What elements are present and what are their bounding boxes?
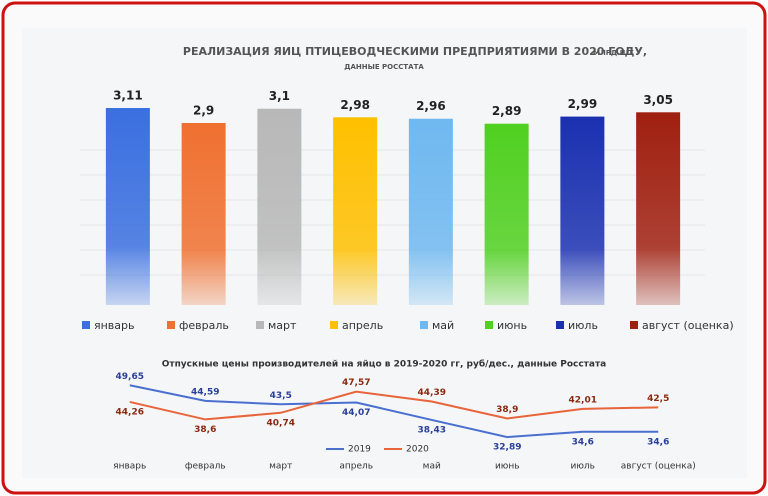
bar [636,112,681,305]
bar [333,117,378,305]
bar [408,118,453,305]
legend-label: июль [568,319,598,332]
bar-unit: МЛРД.ШТ [593,49,633,57]
value-label: 2,98 [340,98,370,112]
legend-label: 2019 [348,445,371,455]
x-tick-label: январь [113,462,146,472]
legend-label: 2020 [406,445,429,455]
legend-swatch [256,321,264,329]
value-label: 44,59 [191,387,219,397]
value-label: 2,9 [193,104,214,118]
x-tick-label: июль [571,462,595,472]
legend-label: август (оценка) [642,319,734,332]
legend-swatch [485,321,493,329]
legend-label: апрель [342,319,383,332]
legend-swatch [630,321,638,329]
bar [484,123,529,305]
legend-label: май [432,319,454,332]
x-tick-label: апрель [339,462,373,472]
legend-swatch [167,321,175,329]
value-label: 44,39 [418,388,446,398]
legend-swatch [556,321,564,329]
legend-swatch [82,321,90,329]
value-label: 38,9 [496,405,518,415]
bar [560,116,605,305]
legend-label: январь [94,319,135,332]
legend-label: март [268,319,297,332]
value-label: 3,11 [113,89,143,103]
value-label: 40,74 [267,418,295,428]
value-label: 43,5 [270,391,292,401]
bar [257,108,302,305]
bar-title: РЕАЛИЗАЦИЯ ЯИЦ ПТИЦЕВОДЧЕСКИМИ ПРЕДПРИЯТ… [183,45,647,58]
value-label: 44,07 [342,408,370,418]
value-label: 3,1 [269,89,290,103]
value-label: 2,89 [492,104,522,118]
value-label: 34,6 [572,437,594,447]
x-tick-label: август (оценка) [621,462,696,472]
x-tick-label: февраль [185,462,226,472]
x-tick-label: июнь [495,462,520,472]
value-label: 44,26 [116,407,144,417]
value-label: 32,89 [493,443,521,453]
value-label: 2,99 [568,97,598,111]
value-label: 38,6 [194,425,216,435]
legend-label: февраль [179,319,229,332]
value-label: 49,65 [116,372,144,382]
value-label: 38,43 [418,425,446,435]
value-label: 42,5 [647,394,669,404]
value-label: 42,01 [569,395,597,405]
bar [181,123,226,305]
value-label: 34,6 [647,437,669,447]
bar-subtitle: ДАННЫЕ РОССТАТА [344,63,424,71]
value-label: 2,96 [416,99,446,113]
legend-swatch [420,321,428,329]
line [129,384,659,439]
bar [105,108,150,305]
value-label: 3,05 [643,93,673,107]
legend-label: июнь [497,319,527,332]
x-tick-label: март [269,462,292,472]
x-tick-label: май [423,462,441,472]
value-label: 47,57 [342,378,370,388]
legend-swatch [330,321,338,329]
line-title: Отпускные цены производителей на яйцо в … [162,359,607,370]
line [129,390,659,421]
